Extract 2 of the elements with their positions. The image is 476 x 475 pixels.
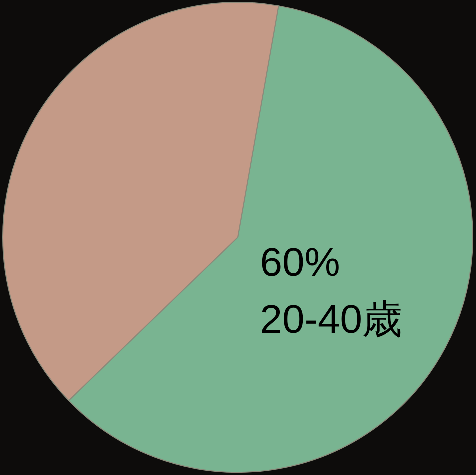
data-label: 60% bbox=[260, 241, 340, 286]
slice-label: 20-40歳 bbox=[260, 298, 403, 342]
